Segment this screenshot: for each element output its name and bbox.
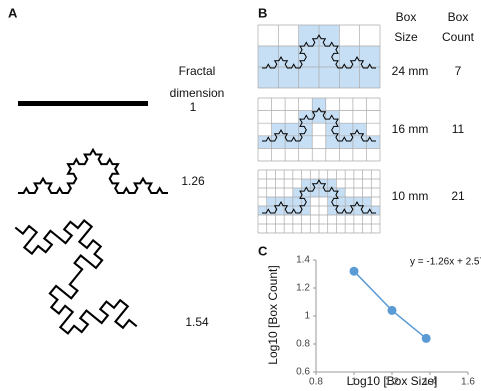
quadratic-fractal: [14, 219, 138, 335]
filled-box: [319, 25, 340, 46]
filled-box: [266, 206, 276, 215]
filled-box: [301, 206, 311, 215]
box-count: 7: [455, 64, 462, 78]
filled-box: [325, 135, 340, 149]
point: [387, 305, 397, 315]
filled-box: [336, 188, 346, 197]
filled-box: [301, 179, 311, 188]
filled-box: [258, 46, 279, 67]
filled-box: [292, 197, 302, 206]
filled-box: [266, 197, 276, 206]
box-size: 24 mm: [392, 64, 429, 78]
koch-fractal: [262, 107, 376, 142]
filled-box: [362, 197, 372, 206]
line-fractal: [18, 101, 148, 106]
filled-box: [278, 67, 299, 88]
panel-label: A: [8, 5, 18, 20]
filled-box: [366, 135, 380, 149]
header: Box: [396, 10, 417, 24]
koch-fractal: [18, 147, 168, 194]
filled-box: [292, 206, 302, 215]
box-size: 10 mm: [392, 189, 429, 203]
panel-label: C: [258, 243, 268, 258]
x-axis-label: Log10 [Box Size]: [347, 374, 438, 388]
header: Box: [448, 10, 469, 24]
filled-box: [271, 123, 286, 136]
filled-box: [336, 206, 346, 215]
x-tick-label: 1: [351, 377, 357, 388]
y-tick-label: 0.6: [296, 367, 310, 378]
filled-box: [345, 206, 354, 215]
filled-box: [359, 46, 380, 67]
y-tick-label: 1.4: [296, 255, 310, 266]
filled-box: [327, 206, 337, 215]
y-tick-label: 1.2: [296, 283, 310, 294]
dimension: 1.54: [185, 315, 209, 329]
y-axis-label: Log10 [Box Count]: [266, 265, 280, 364]
filled-box: [285, 135, 299, 149]
filled-box: [353, 206, 363, 215]
filled-box: [310, 188, 319, 197]
filled-box: [327, 179, 337, 188]
filled-box: [285, 123, 299, 136]
filled-box: [339, 46, 360, 67]
x-tick-label: 1.6: [461, 377, 475, 388]
filled-box: [298, 135, 313, 149]
filled-box: [275, 206, 285, 215]
header: Fractal: [179, 64, 216, 78]
header: Count: [442, 30, 475, 44]
filled-box: [292, 188, 302, 197]
filled-box: [339, 135, 353, 149]
point: [421, 333, 431, 343]
filled-box: [319, 67, 340, 88]
filled-box: [298, 46, 319, 67]
x-tick-label: 1.2: [385, 377, 399, 388]
filled-box: [362, 206, 372, 215]
box-count: 21: [451, 189, 465, 203]
filled-box: [352, 123, 367, 136]
filled-box: [312, 98, 326, 111]
y-tick-label: 1: [304, 311, 310, 322]
filled-box: [353, 197, 363, 206]
filled-box: [271, 135, 286, 149]
x-tick-label: 1.4: [423, 377, 437, 388]
filled-box: [258, 67, 279, 88]
box-size: 16 mm: [392, 122, 429, 136]
dimension: 1.26: [181, 174, 205, 188]
x-tick-label: 0.8: [309, 377, 323, 388]
filled-box: [275, 197, 285, 206]
filled-box: [298, 67, 319, 88]
filled-box: [284, 206, 293, 215]
point: [349, 266, 359, 276]
filled-box: [359, 67, 380, 88]
filled-box: [339, 123, 353, 136]
header: Size: [394, 30, 418, 44]
filled-box: [352, 135, 367, 149]
filled-box: [298, 25, 319, 46]
filled-box: [345, 197, 354, 206]
filled-box: [258, 135, 272, 149]
box-count: 11: [452, 122, 465, 136]
filled-box: [301, 188, 311, 197]
filled-box: [258, 206, 267, 215]
filled-box: [284, 197, 293, 206]
filled-box: [339, 67, 360, 88]
equation: y = -1.26x + 2.57: [410, 257, 481, 268]
trend-line: [353, 270, 427, 339]
panel-label: B: [258, 5, 267, 20]
filled-box: [319, 188, 328, 197]
filled-box: [312, 110, 326, 124]
header: dimension: [170, 86, 225, 100]
filled-box: [371, 206, 380, 215]
koch-fractal: [262, 34, 376, 69]
filled-box: [278, 46, 299, 67]
y-tick-label: 0.8: [296, 339, 310, 350]
koch-fractal: [262, 179, 376, 214]
filled-box: [327, 188, 337, 197]
dimension: 1: [190, 100, 197, 114]
filled-box: [319, 46, 340, 67]
filled-box: [336, 197, 346, 206]
